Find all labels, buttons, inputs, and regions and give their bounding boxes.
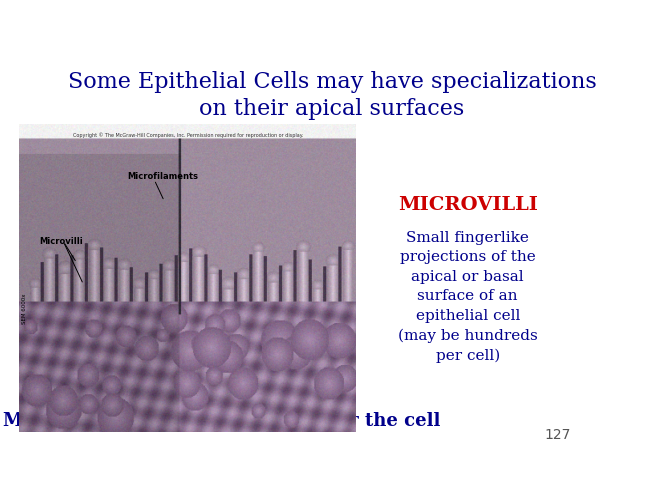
Text: Small fingerlike
projections of the
apical or basal
surface of an
epithelial cel: Small fingerlike projections of the apic… (398, 231, 538, 363)
Text: Microvilli: Microvilli (40, 237, 84, 246)
Text: © Don W. Fawcett/Photo Researchers, Inc.: © Don W. Fawcett/Photo Researchers, Inc. (146, 398, 307, 408)
Text: SEM 6000x: SEM 6000x (22, 294, 27, 325)
Text: Microfilaments: Microfilaments (127, 172, 198, 181)
Text: MICROVILLI: MICROVILLI (398, 196, 538, 214)
Text: Some Epithelial Cells may have specializations
on their apical surfaces: Some Epithelial Cells may have specializ… (68, 71, 596, 120)
Text: Copyright © The McGraw-Hill Companies, Inc. Permission required for reproduction: Copyright © The McGraw-Hill Companies, I… (73, 132, 303, 138)
Text: Microvilli increase surface area for the cell: Microvilli increase surface area for the… (3, 413, 440, 430)
Text: 127: 127 (545, 428, 572, 442)
